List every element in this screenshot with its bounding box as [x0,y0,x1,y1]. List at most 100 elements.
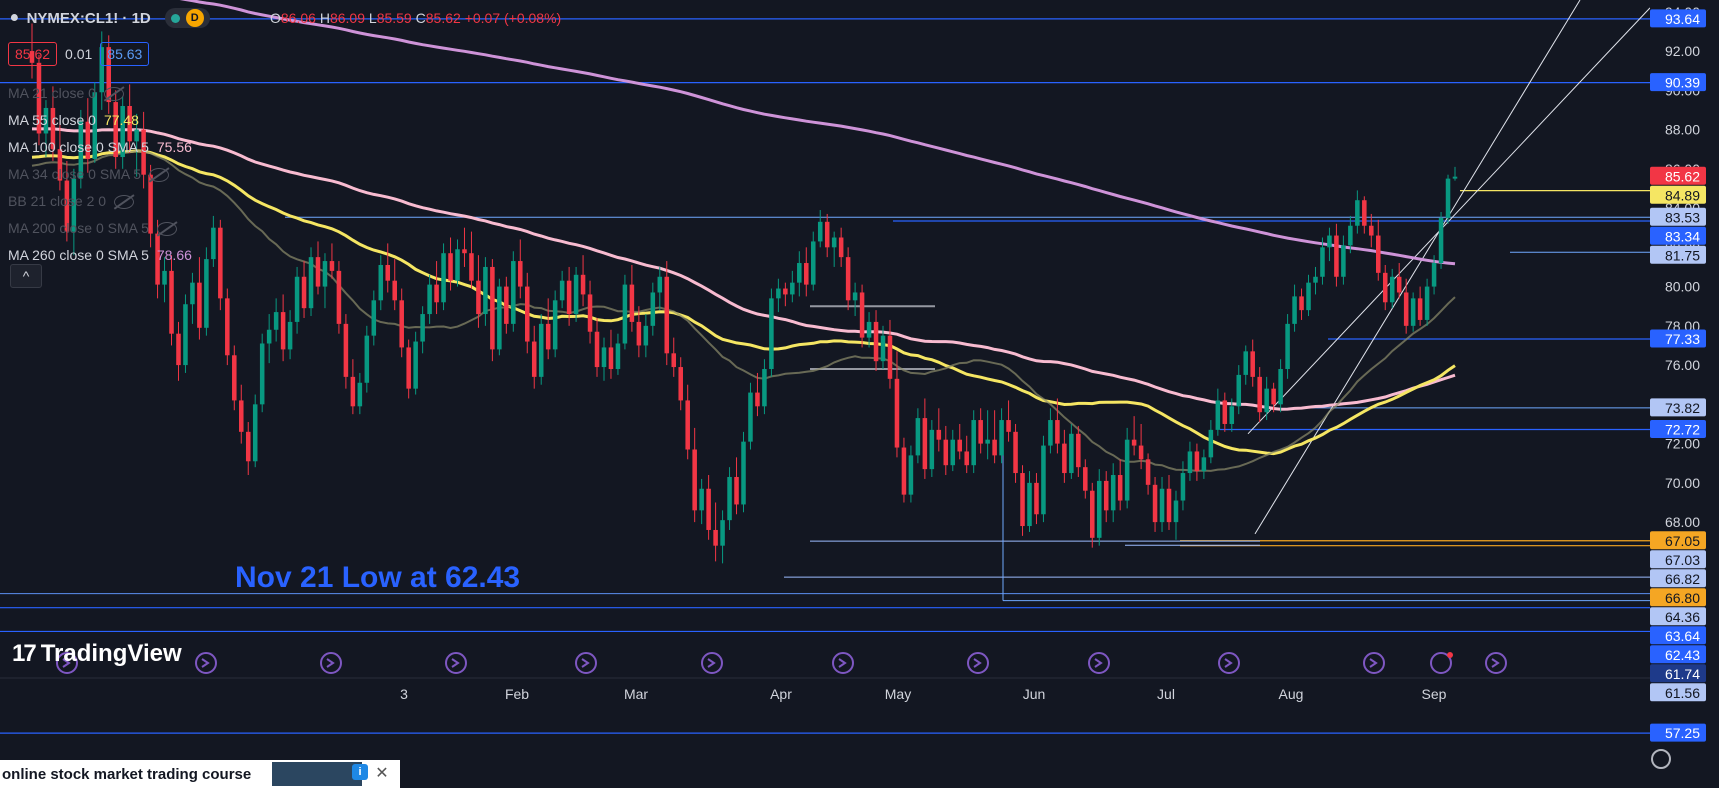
candle-body[interactable] [343,323,349,377]
candle-body[interactable] [1152,484,1158,523]
candle-body[interactable] [1334,235,1339,277]
candle-body[interactable] [1034,482,1039,515]
candle-body[interactable] [1348,225,1353,246]
candle-body[interactable] [1410,298,1416,326]
candle-body[interactable] [692,449,697,511]
price-label-box[interactable] [1650,645,1706,664]
candle-body[interactable] [1055,420,1060,444]
candle-body[interactable] [1215,400,1221,430]
candle-body[interactable] [1041,445,1046,515]
symbol-title[interactable]: NYMEX:CL1! · 1D [26,9,151,27]
candle-body[interactable] [950,439,956,466]
tradingview-logo[interactable]: 17 TradingView [12,640,182,668]
candle-body[interactable] [204,259,209,328]
candle-body[interactable] [1271,388,1276,405]
candle-body[interactable] [127,105,132,142]
eye-hidden-icon[interactable] [114,194,135,209]
candle-body[interactable] [36,62,42,134]
candle-body[interactable] [1069,433,1074,474]
candle-body[interactable] [497,286,502,350]
candle-body[interactable] [720,520,725,546]
candle-body[interactable] [831,237,837,248]
candle-body[interactable] [524,286,530,342]
candle-body[interactable] [252,404,258,462]
candle-body[interactable] [664,276,670,354]
candle-body[interactable] [266,329,272,344]
candle-body[interactable] [211,227,216,260]
candle-body[interactable] [1083,467,1088,491]
candle-body[interactable] [301,276,307,309]
candle-body[interactable] [615,343,621,370]
price-label-box[interactable] [1650,569,1706,588]
legend-row[interactable]: MA 34 close 0 SMA 5 [8,161,192,188]
candle-body[interactable] [629,284,635,322]
candle-body[interactable] [1166,488,1172,523]
candle-body[interactable] [594,331,600,368]
candle-body[interactable] [964,451,969,466]
ma-34-line[interactable] [31,150,1456,472]
candle-body[interactable] [225,298,230,356]
event-marker-icon[interactable] [1218,652,1240,674]
candle-body[interactable] [455,249,460,281]
candle-body[interactable] [1180,473,1186,501]
candle-body[interactable] [106,47,111,103]
legend-row[interactable]: MA 100 close 0 SMA 5 75.56 [8,134,192,161]
event-marker-icon[interactable] [967,652,989,674]
legend-row[interactable]: BB 21 close 2 0 [8,188,192,215]
candle-body[interactable] [769,298,774,370]
candle-body[interactable] [1076,433,1081,468]
price-label-box[interactable] [1650,226,1706,245]
candle-body[interactable] [1124,439,1130,501]
candle-body[interactable] [469,253,474,281]
candle-body[interactable] [685,400,690,450]
ma-260-line[interactable] [32,0,1456,266]
eye-hidden-icon[interactable] [103,86,124,101]
candle-body[interactable] [727,476,732,521]
candle-body[interactable] [929,429,935,470]
candle-body[interactable] [448,253,453,281]
event-marker-icon[interactable] [445,652,467,674]
candle-body[interactable] [1320,247,1325,277]
candle-body[interactable] [441,253,446,303]
candle-body[interactable] [1362,200,1367,226]
legend-row[interactable]: MA 21 close 0 [8,80,192,107]
candle-body[interactable] [1062,443,1067,474]
candle-body[interactable] [378,264,384,301]
candle-body[interactable] [804,263,809,285]
candle-body[interactable] [1138,445,1144,460]
candle-body[interactable] [57,149,63,181]
candle-body[interactable] [587,294,593,332]
candle-body[interactable] [699,488,704,511]
candle-body[interactable] [413,341,418,389]
candle-body[interactable] [162,270,167,285]
candle-body[interactable] [322,261,328,287]
candle-body[interactable] [29,51,35,63]
legend-row[interactable]: MA 200 close 0 SMA 5 [8,215,192,242]
candle-body[interactable] [776,288,781,299]
candle-body[interactable] [1382,272,1388,303]
ad-info-icon[interactable]: i [352,764,368,780]
candle-body[interactable] [810,241,816,285]
candle-body[interactable] [1292,296,1297,324]
price-label-box[interactable] [1650,607,1706,626]
annotation-text[interactable]: Nov 21 Low at 62.43 [235,561,520,594]
candle-body[interactable] [1431,263,1437,287]
candle-body[interactable] [120,105,125,158]
candle-body[interactable] [1090,490,1095,538]
candle-body[interactable] [1424,286,1430,320]
candle-body[interactable] [915,418,921,456]
event-marker-icon[interactable] [1088,652,1110,674]
candle-body[interactable] [406,347,411,389]
candle-body[interactable] [1438,217,1444,264]
candle-body[interactable] [1048,420,1053,446]
candle-body[interactable] [336,270,342,324]
candle-body[interactable] [148,174,153,234]
candle-body[interactable] [1369,225,1374,236]
candle-body[interactable] [232,355,237,401]
candle-body[interactable] [385,264,391,281]
candle-body[interactable] [371,300,377,336]
candle-body[interactable] [755,392,760,407]
candle-body[interactable] [852,292,858,301]
candle-body[interactable] [894,378,900,448]
candle-body[interactable] [43,107,49,134]
